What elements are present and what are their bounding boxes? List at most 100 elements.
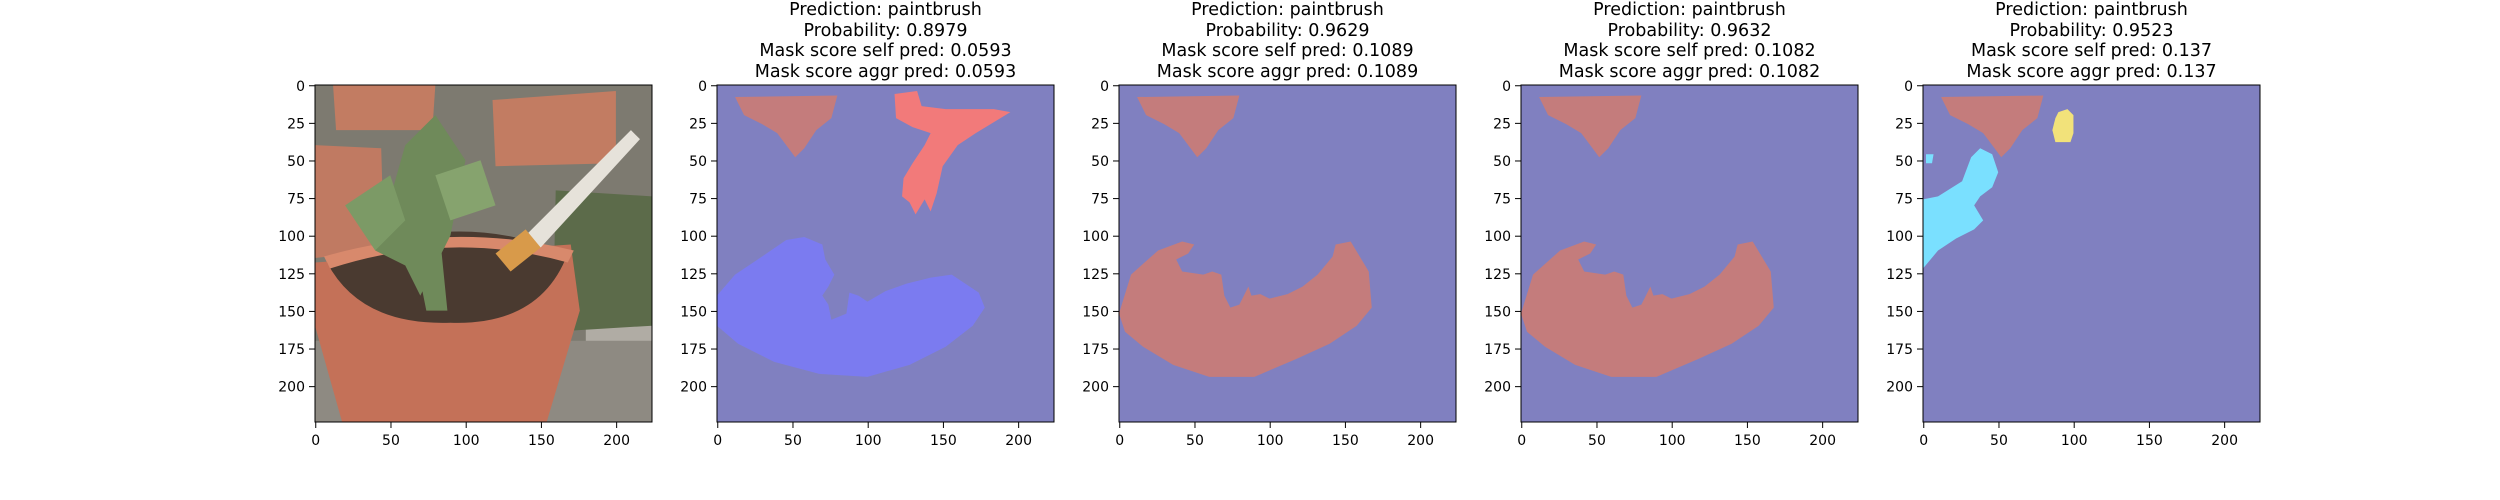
x-tick-label: 0 xyxy=(1517,433,1526,449)
subplot-title: Prediction: paintbrush Probability: 0.952… xyxy=(1883,0,2300,82)
x-tick-label: 150 xyxy=(930,433,957,449)
x-tick-label: 100 xyxy=(1659,433,1686,449)
subplot-5: Prediction: paintbrush Probability: 0.952… xyxy=(1883,0,2303,500)
x-tick-label: 0 xyxy=(311,433,320,449)
y-tick-label: 25 xyxy=(1091,116,1109,132)
x-tick-label: 0 xyxy=(713,433,722,449)
y-tick-label: 50 xyxy=(1091,154,1109,170)
x-tick-label: 100 xyxy=(2061,433,2088,449)
y-tick-label: 175 xyxy=(1886,342,1913,358)
y-tick-label: 75 xyxy=(689,192,707,208)
y-tick-label: 150 xyxy=(680,304,707,320)
plot-area xyxy=(1923,85,2260,422)
subplot-3: Prediction: paintbrush Probability: 0.962… xyxy=(1079,0,1499,500)
x-tick-label: 0 xyxy=(1919,433,1928,449)
y-tick-label: 25 xyxy=(1493,116,1511,132)
y-tick-label: 125 xyxy=(1886,267,1913,283)
x-tick-label: 150 xyxy=(2136,433,2163,449)
title-line: Mask score aggr pred: 0.137 xyxy=(1966,61,2217,82)
segment-salmon-pot xyxy=(1521,241,1774,377)
subplot-1: 0 50 100 150 200 0 25 50 75 100 125 150 175 200 xyxy=(275,0,695,500)
title-line: Prediction: paintbrush xyxy=(1995,0,2188,20)
x-tick-label: 200 xyxy=(2211,433,2238,449)
y-tick-label: 150 xyxy=(1886,304,1913,320)
y-tick-label: 175 xyxy=(1484,342,1511,358)
x-tick-label: 100 xyxy=(1257,433,1284,449)
segment-salmon-pot xyxy=(1119,241,1372,377)
y-tick-label: 75 xyxy=(287,192,305,208)
segment-salmon-top xyxy=(1539,95,1642,158)
x-tick-label: 200 xyxy=(1809,433,1836,449)
x-tick-label: 50 xyxy=(1588,433,1606,449)
y-tick-label: 125 xyxy=(278,267,305,283)
y-tick-label: 0 xyxy=(698,79,707,95)
photo-potted-plant xyxy=(315,85,652,422)
title-line: Mask score self pred: 0.1089 xyxy=(1161,41,1414,61)
title-line: Mask score self pred: 0.0593 xyxy=(759,41,1012,61)
x-tick-label: 0 xyxy=(1115,433,1124,449)
y-tick-label: 200 xyxy=(1886,380,1913,396)
y-tick-label: 0 xyxy=(1100,79,1109,95)
y-tick-label: 175 xyxy=(680,342,707,358)
y-tick-label: 25 xyxy=(287,116,305,132)
title-line: Probability: 0.8979 xyxy=(803,20,968,41)
x-tick-label: 200 xyxy=(603,433,630,449)
y-tick-label: 50 xyxy=(1895,154,1913,170)
subplot-title: Prediction: paintbrush Probability: 0.963… xyxy=(1481,0,1898,82)
title-line: Mask score self pred: 0.137 xyxy=(1970,41,2213,61)
y-tick-label: 0 xyxy=(1904,79,1913,95)
title-line: Prediction: paintbrush xyxy=(1191,0,1384,20)
title-line: Prediction: paintbrush xyxy=(1593,0,1786,20)
plot-area xyxy=(1119,85,1456,422)
x-tick-label: 200 xyxy=(1005,433,1032,449)
x-tick-label: 50 xyxy=(1186,433,1204,449)
title-line: Mask score self pred: 0.1082 xyxy=(1563,41,1816,61)
x-tick-label: 200 xyxy=(1407,433,1434,449)
y-tick-label: 100 xyxy=(1082,229,1109,245)
y-tick-label: 150 xyxy=(278,304,305,320)
y-tick-label: 200 xyxy=(278,380,305,396)
plot-area xyxy=(717,85,1054,422)
segment-red-brush xyxy=(894,91,1011,215)
y-tick-label: 25 xyxy=(689,116,707,132)
segment-yellow-blob xyxy=(2052,109,2074,143)
y-tick-label: 75 xyxy=(1895,192,1913,208)
title-line: Probability: 0.9632 xyxy=(1607,20,1772,41)
x-tick-label: 50 xyxy=(784,433,802,449)
segment-salmon-top xyxy=(735,95,838,158)
y-tick-label: 25 xyxy=(1895,116,1913,132)
y-tick-label: 75 xyxy=(1091,192,1109,208)
y-tick-label: 50 xyxy=(1493,154,1511,170)
y-tick-label: 0 xyxy=(1502,79,1511,95)
y-tick-label: 125 xyxy=(1484,267,1511,283)
subplot-4: Prediction: paintbrush Probability: 0.963… xyxy=(1481,0,1901,500)
y-tick-label: 50 xyxy=(287,154,305,170)
x-tick-label: 150 xyxy=(1734,433,1761,449)
plot-area xyxy=(1521,85,1858,422)
y-tick-label: 175 xyxy=(1082,342,1109,358)
x-tick-label: 50 xyxy=(382,433,400,449)
subplot-2: Prediction: paintbrush Probability: 0.897… xyxy=(677,0,1097,500)
y-tick-label: 50 xyxy=(689,154,707,170)
segment-blue-pot xyxy=(717,236,985,377)
y-tick-label: 125 xyxy=(1082,267,1109,283)
x-tick-label: 100 xyxy=(855,433,882,449)
y-tick-label: 175 xyxy=(278,342,305,358)
title-line: Mask score aggr pred: 0.0593 xyxy=(754,61,1017,82)
title-line: Mask score aggr pred: 0.1089 xyxy=(1156,61,1419,82)
x-tick-label: 50 xyxy=(1990,433,2008,449)
y-tick-label: 125 xyxy=(680,267,707,283)
y-tick-label: 200 xyxy=(1082,380,1109,396)
y-tick-label: 0 xyxy=(296,79,305,95)
segment-salmon-top xyxy=(1941,95,2044,158)
x-tick-label: 100 xyxy=(453,433,480,449)
axes: 0 50 100 150 200 0 25 50 75 100 125 150 175 200 xyxy=(1082,79,1457,449)
subplot-title: Prediction: paintbrush Probability: 0.897… xyxy=(677,0,1094,82)
subplot-title: Prediction: paintbrush Probability: 0.962… xyxy=(1079,0,1496,82)
y-tick-label: 150 xyxy=(1484,304,1511,320)
x-tick-label: 150 xyxy=(1332,433,1359,449)
mask-background xyxy=(1923,85,2260,422)
y-tick-label: 100 xyxy=(1484,229,1511,245)
title-line: Prediction: paintbrush xyxy=(789,0,982,20)
axes: 0 50 100 150 200 0 25 50 75 100 125 150 175 200 xyxy=(680,79,1055,449)
